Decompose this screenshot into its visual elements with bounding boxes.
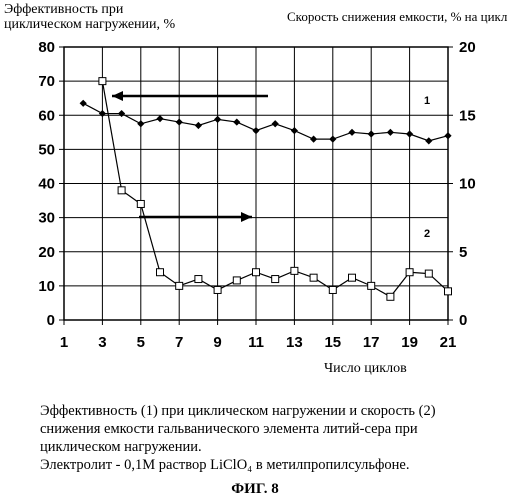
series-point-2 — [156, 268, 164, 277]
y-left-tick-label: 50 — [38, 141, 55, 158]
x-tick-label: 17 — [363, 334, 380, 351]
series-point-1 — [310, 135, 318, 143]
series-point-1 — [271, 120, 279, 128]
series-line-2 — [101, 81, 449, 298]
caption-line: Электролит - 0,1М раствор LiClO₄ в метил… — [40, 457, 410, 473]
series-point-1 — [79, 99, 87, 107]
x-tick-label: 19 — [401, 334, 418, 351]
series-point-1 — [194, 121, 202, 130]
y-axis-left-title-line: Эффективность при — [4, 2, 124, 17]
y-right-tick-label: 20 — [459, 39, 476, 56]
x-tick-label: 7 — [175, 334, 183, 351]
series-point-2 — [136, 199, 145, 208]
y-axis-right-title: Скорость снижения емкости, % на цикл — [287, 9, 508, 24]
y-left-tick-label: 80 — [38, 39, 55, 56]
series-point-2 — [309, 273, 318, 282]
series-point-1 — [137, 120, 145, 128]
x-axis-title: Число циклов — [324, 361, 407, 376]
series-point-1 — [214, 115, 222, 123]
series-point-1 — [98, 109, 106, 118]
series-point-1 — [425, 137, 433, 145]
direction-arrow-head — [112, 91, 123, 101]
series-point-1 — [252, 127, 260, 135]
series-point-2 — [213, 285, 222, 294]
series-point-2 — [386, 292, 395, 301]
y-left-tick-label: 20 — [38, 244, 55, 261]
x-tick-label: 1 — [60, 334, 68, 351]
series-point-2 — [175, 281, 184, 290]
x-tick-label: 3 — [98, 334, 106, 351]
series-point-2 — [367, 281, 376, 290]
y-left-tick-label: 60 — [38, 107, 55, 124]
series-point-2 — [290, 266, 299, 275]
y-left-tick-label: 40 — [38, 176, 55, 193]
caption-line: снижения емкости гальванического элемент… — [40, 421, 418, 437]
y-left-tick-label: 30 — [38, 210, 55, 227]
y-axis-left-title: Эффективность при циклическом нагружении… — [4, 2, 175, 32]
x-tick-label: 5 — [137, 334, 145, 351]
series-point-1 — [406, 130, 414, 138]
series-point-1 — [290, 127, 298, 135]
y-left-tick-label: 70 — [38, 73, 55, 90]
series-point-2 — [444, 287, 452, 296]
y-left-tick-label: 0 — [47, 312, 55, 329]
series-point-2 — [271, 275, 280, 284]
series-point-2 — [424, 269, 433, 278]
series-annotation-label: 2 — [424, 228, 430, 240]
series-point-1 — [175, 118, 183, 126]
series-point-2 — [328, 285, 337, 294]
series-point-1 — [118, 109, 126, 118]
y-right-tick-label: 10 — [459, 176, 476, 193]
y-right-tick-label: 15 — [459, 107, 476, 124]
figure-caption: Эффективность (1) при циклическом нагруж… — [40, 402, 436, 474]
series-point-2 — [348, 273, 356, 282]
series-line-1 — [82, 102, 449, 142]
y-right-tick-label: 5 — [459, 244, 467, 261]
series-point-2 — [194, 275, 203, 284]
figure-label: ФИГ. 8 — [231, 481, 279, 497]
series-point-2 — [98, 77, 107, 86]
caption-line: Эффективность (1) при циклическом нагруж… — [40, 403, 436, 419]
series-point-1 — [233, 118, 241, 126]
y-left-tick-label: 10 — [38, 278, 55, 295]
x-tick-label: 13 — [286, 334, 303, 351]
series-point-1 — [156, 115, 164, 123]
series-point-1 — [367, 130, 375, 138]
series-point-1 — [444, 132, 452, 140]
series-point-1 — [348, 128, 356, 136]
caption-line: циклическом нагружении. — [40, 439, 202, 455]
x-tick-label: 15 — [324, 334, 341, 351]
series-point-2 — [117, 186, 126, 195]
series-point-1 — [329, 135, 337, 143]
y-right-tick-label: 0 — [459, 312, 467, 329]
x-tick-label: 9 — [213, 334, 221, 351]
series-point-2 — [252, 268, 260, 277]
x-tick-label: 11 — [248, 334, 264, 351]
series-annotation-label: 1 — [424, 95, 430, 107]
series-point-1 — [386, 128, 394, 136]
x-tick-label: 21 — [440, 334, 457, 351]
direction-arrow-head — [241, 212, 252, 222]
y-axis-left-title-line: циклическом нагружении, % — [4, 17, 176, 32]
series-point-2 — [232, 276, 241, 285]
series-point-2 — [405, 268, 414, 277]
